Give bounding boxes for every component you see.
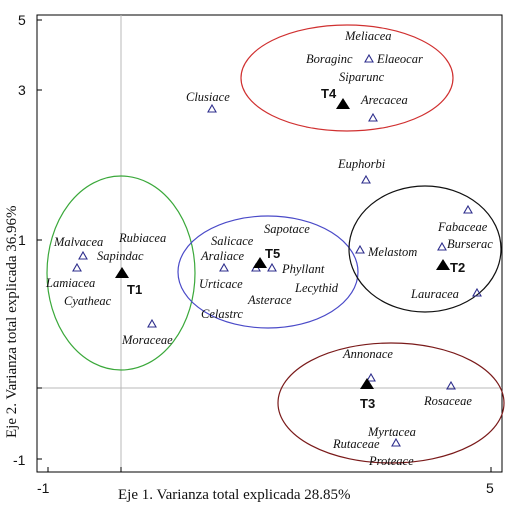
plot-frame: [36, 14, 503, 473]
ellipse-t4: [240, 24, 454, 132]
y-tick-label: 3: [18, 82, 26, 98]
group-triangles: [115, 98, 450, 389]
family-label: Myrtacea: [367, 425, 416, 439]
family-label: Sapotace: [264, 222, 310, 236]
family-point-rosaceae: [446, 380, 456, 390]
family-point-melastom: [355, 244, 365, 254]
family-label: Elaeocar: [376, 52, 423, 66]
ellipse-t5: [177, 215, 359, 329]
ellipse-t2: [348, 185, 502, 313]
family-point-myrtacea: [391, 437, 401, 447]
group-point-t5: [253, 257, 267, 268]
family-point-lauracea: [472, 287, 482, 297]
y-tick-label: 1: [18, 232, 26, 248]
group-label-t3: T3: [360, 396, 375, 411]
family-label: Moraceae: [121, 333, 173, 347]
group-label-t2: T2: [450, 260, 465, 275]
group-labels: T1 T2 T3 T4 T5: [127, 86, 465, 411]
group-label-t1: T1: [127, 282, 142, 297]
family-label: Euphorbi: [337, 157, 386, 171]
family-point-annonace: [366, 372, 376, 382]
family-label: Malvacea: [53, 235, 103, 249]
family-label: Asterace: [247, 293, 292, 307]
group-point-t2: [436, 259, 450, 270]
family-label: Siparunc: [339, 70, 385, 84]
family-label: Arecacea: [360, 93, 408, 107]
family-point-arecacea: [368, 112, 378, 122]
family-label: Clusiace: [186, 90, 230, 104]
family-label: Annonace: [342, 347, 393, 361]
group-label-t4: T4: [321, 86, 337, 101]
x-tick-label: 5: [486, 480, 494, 496]
x-axis-title: Eje 1. Varianza total explicada 28.85%: [118, 487, 351, 503]
x-tick-label: -1: [37, 480, 50, 496]
ellipse-t1: [46, 175, 196, 371]
family-point-clusiace: [207, 103, 217, 113]
family-label: Melastom: [367, 245, 417, 259]
family-point-euphorbi: [361, 174, 371, 184]
y-axis-title: Eje 2. Varianza total explicada 36.96%: [4, 205, 20, 438]
family-label: Phyllant: [281, 262, 325, 276]
family-label: Proteace: [368, 454, 414, 468]
family-point-fabaceae: [463, 204, 473, 214]
y-tick-label: 5: [18, 12, 26, 28]
family-point-moraceae: [147, 318, 157, 328]
family-label: Boraginc: [306, 52, 353, 66]
family-point-phyllant: [267, 262, 277, 272]
family-label: Rubiacea: [118, 231, 166, 245]
family-label: Araliace: [200, 249, 244, 263]
family-label: Lauracea: [410, 287, 459, 301]
family-label: Urticace: [199, 277, 243, 291]
family-point-lamiacea: [72, 262, 82, 272]
ticks: [37, 19, 492, 472]
family-point-malvacea: [78, 250, 88, 260]
y-tick-label: -1: [13, 452, 26, 468]
family-label: Fabaceae: [437, 220, 488, 234]
group-label-t5: T5: [265, 246, 280, 261]
group-point-t3: [360, 378, 374, 389]
family-label: Celastrc: [201, 307, 243, 321]
family-point-meliacea: [364, 53, 374, 63]
family-label: Rosaceae: [423, 394, 472, 408]
family-label: Lamiacea: [45, 276, 95, 290]
family-label: Meliacea: [344, 29, 392, 43]
family-label: Lecythid: [294, 281, 339, 295]
group-point-t4: [336, 98, 350, 109]
family-label: Salicace: [211, 234, 254, 248]
family-labels: Meliacea Boraginc Elaeocar Siparunc Arec…: [45, 29, 493, 468]
family-label: Sapindac: [97, 249, 144, 263]
group-point-t1: [115, 267, 129, 278]
family-point-burserac: [437, 241, 447, 251]
ellipse-t3: [277, 342, 505, 464]
family-label: Cyatheac: [64, 294, 112, 308]
family-label: Rutaceae: [332, 437, 380, 451]
family-label: Burserac: [447, 237, 493, 251]
family-triangles: [72, 53, 482, 447]
family-point-araliace: [219, 262, 229, 272]
